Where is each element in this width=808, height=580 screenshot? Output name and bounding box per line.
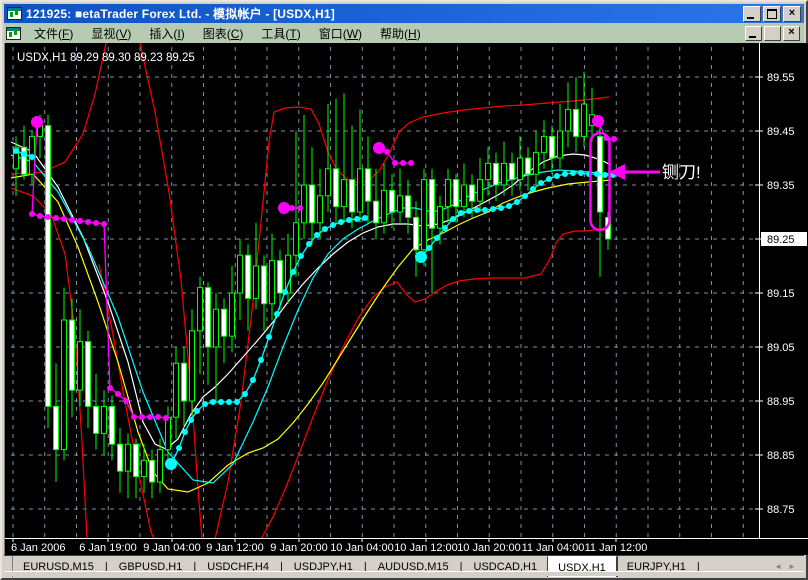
sar-aqua-left: [13, 148, 35, 160]
chart-plot-area[interactable]: [11, 43, 759, 538]
window-title: 121925: ■etaTrader Forex Ltd. - 模拟帐户 - […: [26, 7, 335, 21]
symbol-ohlc-readout: USDX,H1 89.29 89.30 89.23 89.25: [17, 52, 195, 64]
price-axis-label: 89.35: [767, 180, 795, 192]
time-axis-label: 6 Jan 2006: [11, 542, 65, 554]
price-axis-label: 88.95: [767, 396, 795, 408]
tab-scroll-right-icon[interactable]: ►: [788, 562, 796, 571]
title-bar[interactable]: 121925: ■etaTrader Forex Ltd. - 模拟帐户 - […: [4, 4, 804, 23]
time-axis-label: 6 Jan 19:00: [79, 542, 137, 554]
current-price-box: [761, 232, 807, 246]
sar-aqua-uptrend-1: [165, 215, 368, 470]
band-line-red-5: [260, 226, 611, 540]
band-line-red-4: [214, 96, 610, 540]
menu-item-file[interactable]: 文件(F): [34, 26, 74, 41]
annotation-capsule: [589, 131, 611, 232]
price-axis-label: 89.05: [767, 342, 795, 354]
time-axis-label: 10 Jan 20:00: [457, 542, 521, 554]
time-axis-label: 10 Jan 04:00: [330, 542, 394, 554]
menu-item-charts[interactable]: 图表(C): [202, 26, 244, 41]
current-price-label: 89.25: [767, 234, 795, 246]
time-axis-label: 9 Jan 04:00: [143, 542, 201, 554]
chart-canvas[interactable]: 铡刀! 89.55 89.45 89.35 89.25 89.15 89.05 88.95 88…: [5, 43, 808, 555]
child-window-icon: [6, 26, 21, 40]
guillotine-annotation: 铡刀!: [589, 131, 701, 232]
ma-line-yellow: [10, 173, 612, 493]
price-axis-label: 89.15: [767, 288, 795, 300]
tab-usdcad-h1[interactable]: USDCAD,H1: [473, 561, 538, 573]
candles-layer: [13, 71, 611, 499]
child-window-controls: ×: [745, 25, 802, 41]
menu-item-insert[interactable]: 插入(I): [149, 26, 185, 41]
time-axis-label: 9 Jan 12:00: [206, 542, 264, 554]
maximize-icon: [767, 8, 777, 19]
time-axis-label: 11 Jan 12:00: [585, 542, 648, 554]
minimize-button[interactable]: [743, 5, 761, 22]
price-axis-label: 88.75: [767, 504, 795, 516]
tab-usdjpy-h1[interactable]: USDJPY,H1: [293, 561, 353, 573]
price-axis-label: 88.85: [767, 450, 795, 462]
tab-gbpusd-h1[interactable]: GBPUSD,H1: [118, 561, 183, 573]
menu-items: 文件(F) 显视(V) 插入(I) 图表(C) 工具(T) 窗口(W) 帮助(H): [25, 23, 430, 44]
annotation-arrow-head: [609, 164, 625, 180]
annotation-text: 铡刀!: [662, 163, 701, 182]
price-axis-label: 89.55: [767, 72, 795, 84]
app-chart-icon: [7, 7, 22, 20]
child-close-button[interactable]: ×: [783, 25, 800, 41]
tab-audusd-m15[interactable]: AUDUSD,M15: [377, 561, 449, 573]
tab-eurusd-m15[interactable]: EURUSD,M15: [23, 561, 94, 573]
price-axis-label: 89.45: [767, 126, 795, 138]
close-icon: ×: [788, 25, 795, 38]
band-line-red-3: [98, 263, 155, 540]
close-button[interactable]: ×: [783, 5, 801, 22]
sar-aqua-uptrend-2: [415, 170, 616, 263]
minimize-icon: [749, 35, 756, 38]
tab-separator: |: [363, 560, 367, 573]
tab-separator: |: [696, 560, 700, 573]
grid-lines: [11, 47, 759, 538]
tab-scroll-controls: ◄ ►: [766, 556, 804, 577]
time-axis-label: 9 Jan 20:00: [270, 542, 328, 554]
child-minimize-button[interactable]: [745, 25, 762, 41]
tab-separator: |: [459, 560, 463, 573]
band-line-red-0: [10, 43, 107, 175]
sar-magenta-downtrend-1: [29, 116, 169, 421]
status-strip: [4, 571, 804, 576]
menu-item-tools[interactable]: 工具(T): [261, 26, 301, 41]
tab-scroll-left-icon[interactable]: ◄: [774, 562, 783, 571]
minimize-icon: [747, 16, 754, 19]
child-restore-button[interactable]: [764, 25, 781, 41]
menu-item-help[interactable]: 帮助(H): [380, 26, 421, 41]
tab-usdchf-h4[interactable]: USDCHF,H4: [207, 561, 269, 573]
time-axis-label: 11 Jan 04:00: [522, 542, 585, 554]
menu-bar: 文件(F) 显视(V) 插入(I) 图表(C) 工具(T) 窗口(W) 帮助(H) ×: [4, 23, 804, 43]
maximize-button[interactable]: [763, 5, 781, 22]
tab-bar-lead: [4, 556, 13, 577]
tab-separator: |: [104, 560, 108, 573]
window-controls: ×: [743, 5, 801, 22]
menu-item-view[interactable]: 显视(V): [91, 26, 132, 41]
axes: 89.55 89.45 89.35 89.25 89.15 89.05 88.95 88.85…: [5, 43, 808, 554]
menu-item-window[interactable]: 窗口(W): [318, 26, 363, 41]
time-axis-label: 10 Jan 12:00: [394, 542, 458, 554]
sar-magenta-downtrend-2: [373, 142, 414, 166]
sar-magenta-mid: [278, 202, 303, 214]
close-icon: ×: [788, 6, 796, 19]
chart-region: 铡刀! 89.55 89.45 89.35 89.25 89.15 89.05 88.95 88…: [4, 43, 808, 555]
tab-separator: |: [279, 560, 283, 573]
band-line-red-1: [139, 43, 203, 540]
tab-separator: |: [193, 560, 197, 573]
tab-eurjpy-h1[interactable]: EURJPY,H1: [626, 561, 686, 573]
